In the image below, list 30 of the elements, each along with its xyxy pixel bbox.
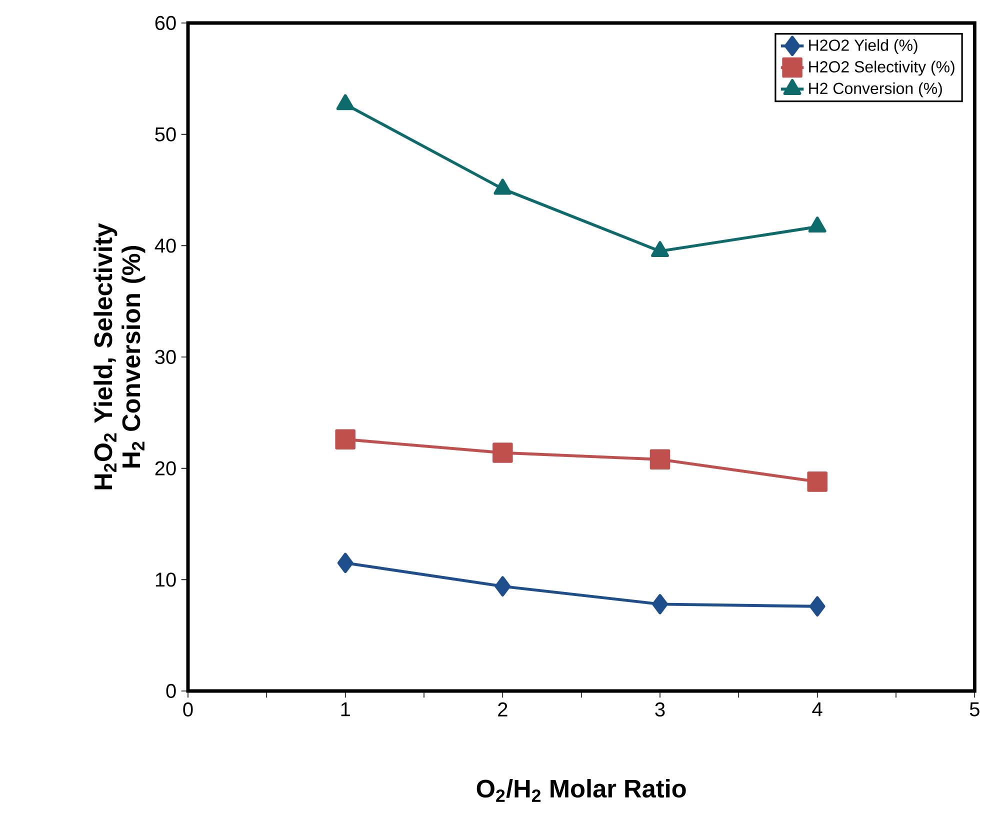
y-tick-label: 30 (155, 350, 176, 364)
legend-label: H2O2 Yield (%) (809, 39, 918, 54)
point (336, 94, 354, 110)
x-tick-label: 0 (183, 702, 193, 717)
x-tick-label: 3 (655, 702, 665, 717)
point (492, 442, 513, 463)
legend-label: H2O2 Selectivity (%) (809, 60, 954, 76)
x-tick-label: 4 (812, 702, 822, 716)
x-tick-label: 2 (498, 702, 508, 716)
point (651, 241, 669, 258)
point (494, 178, 512, 195)
y-tick-label: 0 (166, 684, 176, 698)
y-tick-label: 10 (156, 572, 176, 587)
y-tick-label: 40 (154, 238, 176, 253)
x-tick-label: 5 (970, 702, 980, 716)
point (650, 449, 670, 470)
y-tick-label: 20 (155, 461, 176, 476)
point (807, 472, 828, 492)
point (809, 596, 826, 617)
point (652, 594, 668, 614)
legend-label: H2 Conversion (%) (809, 82, 942, 98)
point (494, 576, 511, 596)
point (808, 216, 826, 233)
point (335, 429, 356, 450)
point (337, 552, 354, 574)
y-tick-label: 60 (155, 16, 176, 30)
x-tick-label: 1 (341, 702, 350, 716)
y-tick-label: 50 (155, 127, 176, 142)
y-axis-title: H$_{2}$O$_{2}$ Yield, Selectivity H$_{2}$ Conversion (%) (94, 223, 146, 490)
x-axis-title: O$_{2}$/H$_{2}$ Molar Ratio (476, 779, 686, 802)
